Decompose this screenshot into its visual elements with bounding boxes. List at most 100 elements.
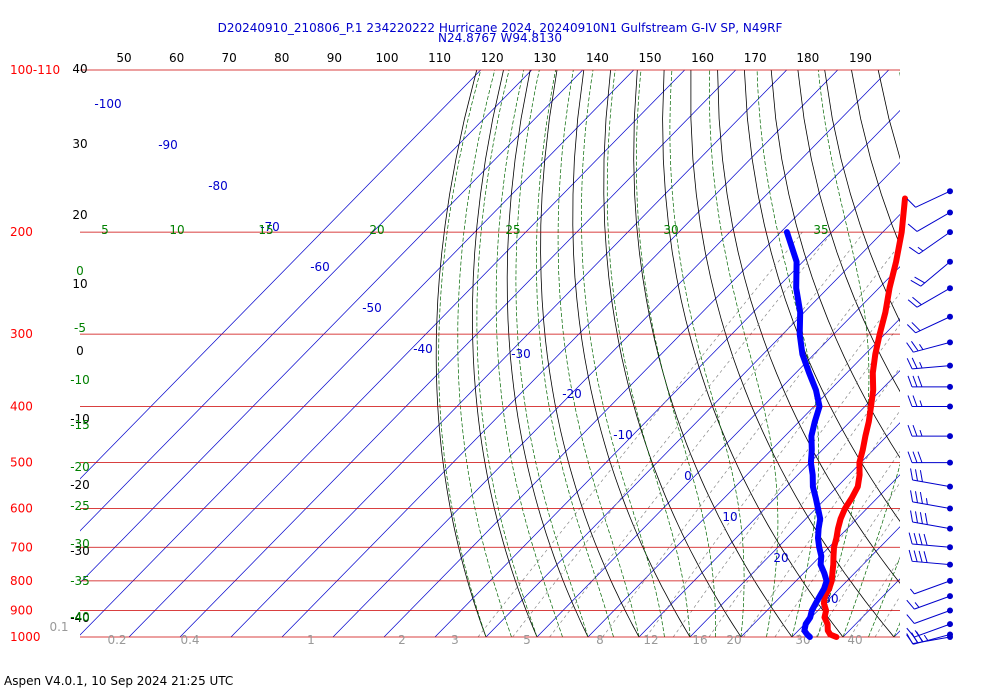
temperature-point — [862, 433, 868, 439]
temperature-point — [872, 351, 878, 357]
dewpoint-point — [808, 433, 814, 439]
dewpoint-point — [818, 562, 824, 568]
moist-adiabat-line — [636, 69, 716, 637]
wind-barb — [906, 188, 953, 208]
wind-barb-flag — [907, 223, 918, 232]
dry-adiabat-line — [633, 69, 793, 638]
moist-adiabat-label: 30 — [663, 223, 678, 237]
wind-barb — [906, 631, 953, 645]
temperature-point — [831, 553, 836, 559]
mixing-ratio-label: 5 — [523, 633, 531, 647]
dewpoint-point — [809, 447, 815, 453]
dewpoint-point — [816, 526, 822, 532]
moist-adiabat-left-label: -40 — [70, 610, 90, 624]
wind-barb-staff — [912, 365, 951, 370]
wind-barb-flag — [919, 512, 923, 524]
top-axis-tick-label: 110 — [428, 51, 451, 65]
dry-adiabat-label: 10 — [72, 277, 87, 291]
isotherm-line — [587, 318, 900, 638]
temperature-point — [893, 259, 899, 265]
top-axis-tick-label: 60 — [169, 51, 184, 65]
wind-barb — [906, 621, 953, 638]
wind-barb-flag — [912, 296, 922, 306]
temperature-point — [825, 628, 831, 634]
dry-adiabat-line — [603, 69, 742, 638]
wind-barb-flag — [918, 550, 923, 563]
dry-adiabat-label: -10 — [70, 412, 90, 426]
dewpoint-point — [813, 495, 819, 501]
wind-barb — [910, 468, 953, 490]
mixing-ratio-line — [849, 557, 900, 638]
wind-barb-flag — [906, 358, 913, 370]
dewpoint-point — [818, 553, 824, 559]
pressure-axis-label: 800 — [10, 574, 33, 588]
dewpoint-point — [821, 586, 827, 592]
dewpoint-point — [817, 593, 823, 599]
isotherm-label: -90 — [158, 138, 178, 152]
wind-barb-staff — [914, 623, 951, 638]
dewpoint-point — [806, 370, 812, 376]
dry-adiabat-line — [717, 69, 900, 584]
mixing-ratio-label: 0.4 — [180, 633, 199, 647]
temperature-point — [899, 229, 905, 235]
temperature-point — [825, 621, 831, 627]
wind-barb — [910, 258, 953, 287]
dewpoint-profile-line — [783, 229, 830, 640]
wind-barb-flag — [908, 246, 920, 255]
moist-adiabat-line — [457, 69, 512, 638]
wind-barb — [910, 510, 953, 532]
temperature-point — [882, 309, 888, 315]
dry-adiabat-line — [690, 70, 895, 638]
mixing-ratio-label: 12 — [643, 633, 658, 647]
moist-adiabat-line — [438, 69, 487, 638]
wind-barb-flag — [906, 627, 915, 638]
isotherm-line — [536, 266, 900, 638]
top-axis-tick-label: 70 — [222, 51, 237, 65]
moist-adiabat-label: 10 — [169, 223, 184, 237]
dry-adiabat-line — [744, 69, 900, 523]
isotherm-label: -70 — [260, 220, 280, 234]
temperature-point — [849, 495, 855, 501]
isotherm-label: -80 — [208, 179, 228, 193]
wind-barb-staff — [913, 633, 951, 645]
dewpoint-point — [815, 506, 821, 511]
wind-barb — [906, 593, 953, 610]
isotherm-label: 0 — [684, 469, 692, 483]
wind-barb-flag — [907, 451, 913, 463]
moist-adiabat-line — [536, 69, 614, 638]
wind-barb-half-flag — [914, 630, 920, 636]
isotherm-label: 20 — [773, 551, 788, 565]
mixing-ratio-label: 1 — [307, 633, 315, 647]
temperature-point — [866, 419, 872, 425]
dry-adiabat-line — [932, 70, 1000, 637]
temperature-point — [829, 570, 835, 576]
dry-adiabat-label: 30 — [72, 137, 87, 151]
dry-adiabat-line — [959, 70, 1000, 637]
dewpoint-point — [797, 309, 803, 315]
temperature-point — [860, 447, 866, 453]
dewpoint-point — [813, 387, 819, 393]
wind-barb-flag — [914, 469, 918, 481]
wind-barb-flag — [906, 599, 915, 610]
moist-adiabat-label: 15 — [258, 223, 273, 237]
moist-adiabat-label: 5 — [101, 223, 109, 237]
chart-subtitle: N24.8767 W94.8130 — [438, 31, 562, 45]
isotherm-line — [842, 578, 900, 638]
wind-barb-flag — [912, 451, 918, 463]
isotherm-line — [80, 69, 532, 532]
wind-barb — [908, 549, 953, 568]
pressure-axis-label: 500 — [10, 456, 33, 470]
moist-adiabat-left-label: -15 — [70, 418, 90, 432]
pressure-axis-label: 200 — [10, 225, 33, 239]
isotherm-line — [230, 69, 787, 638]
pressure-axis-label: 1000 — [10, 630, 41, 644]
pressure-axis-label: 100-110 — [10, 63, 60, 77]
moist-adiabat-line — [868, 556, 900, 638]
dewpoint-point — [813, 600, 819, 606]
dry-adiabat-line — [435, 69, 487, 638]
temperature-point — [823, 608, 829, 613]
wind-barb-half-flag — [917, 246, 924, 252]
isotherm-line — [689, 422, 900, 638]
pressure-axis-label: 300 — [10, 327, 33, 341]
wind-barb-staff — [920, 261, 951, 287]
